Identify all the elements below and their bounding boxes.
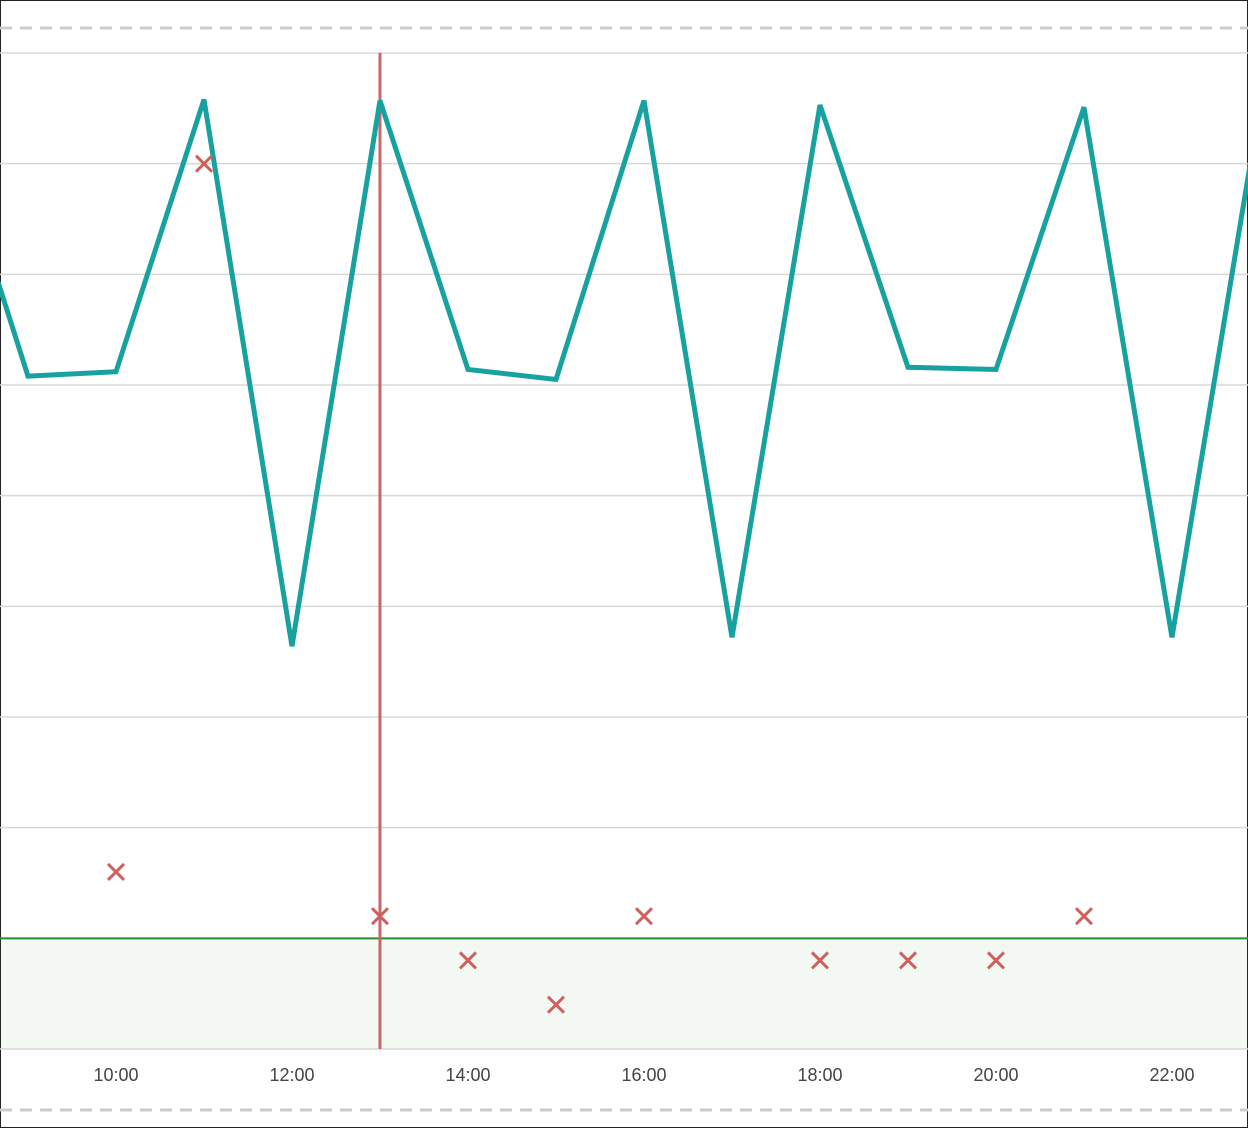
x-marker	[546, 995, 566, 1014]
x-marker	[986, 951, 1006, 970]
x-marker	[634, 907, 654, 926]
x-marker	[106, 862, 126, 881]
x-marker	[1074, 907, 1094, 926]
line-series	[0, 98, 1248, 647]
x-tick-label: 16:00	[621, 1065, 666, 1085]
axis-labels: 10:00 12:00 14:00 16:00 18:00 20:00 22:00	[93, 1065, 1194, 1085]
x-tick-label: 18:00	[797, 1065, 842, 1085]
plot-area	[0, 52, 1248, 1050]
threshold-band	[0, 938, 1248, 1049]
x-tick-label: 14:00	[445, 1065, 490, 1085]
x-marker	[810, 951, 830, 970]
x-marker	[898, 951, 918, 970]
x-tick-label: 10:00	[93, 1065, 138, 1085]
x-marker	[458, 951, 478, 970]
x-tick-label: 22:00	[1149, 1065, 1194, 1085]
x-tick-label: 12:00	[269, 1065, 314, 1085]
x-marker	[194, 154, 214, 173]
x-tick-label: 20:00	[973, 1065, 1018, 1085]
x-marker	[370, 907, 390, 926]
